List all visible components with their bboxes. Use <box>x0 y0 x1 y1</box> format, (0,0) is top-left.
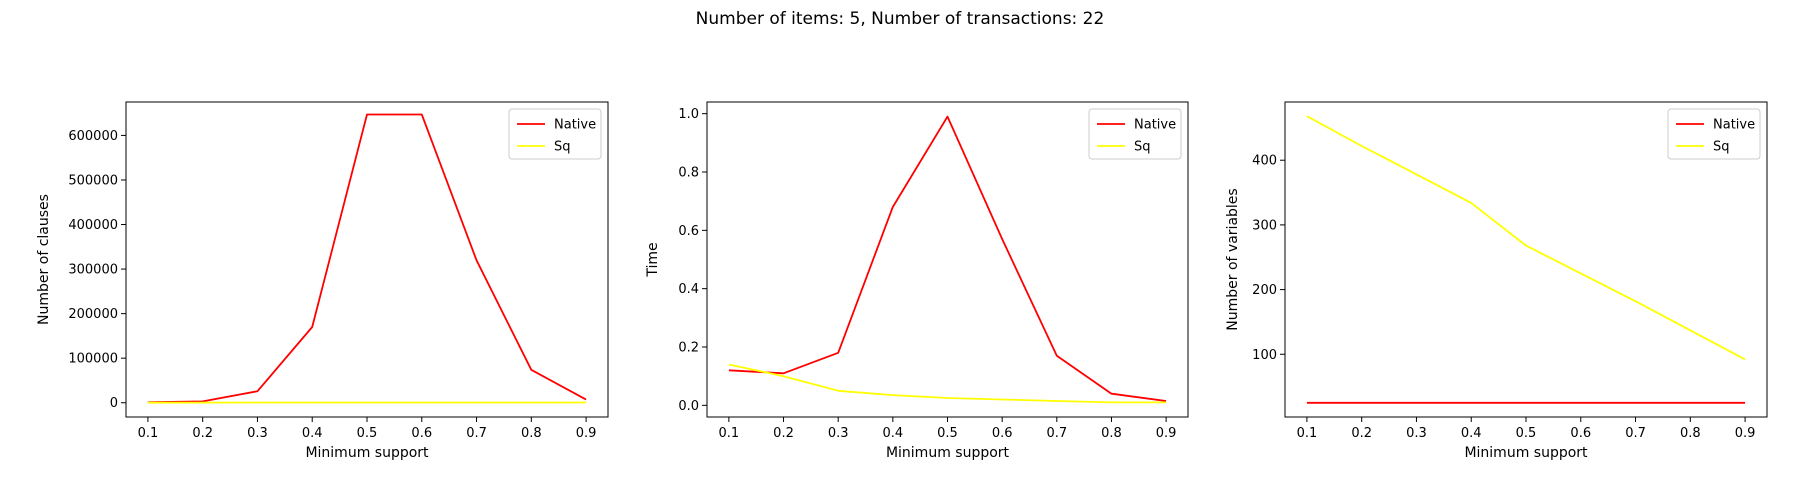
legend: Native Sq <box>1088 108 1182 160</box>
x-tick-label: 0.3 <box>247 426 268 441</box>
x-tick-label: 0.9 <box>1156 426 1177 441</box>
y-tick-label: 600000 <box>68 129 118 144</box>
x-tick-label: 0.4 <box>302 426 323 441</box>
x-tick-label: 0.4 <box>1461 426 1482 441</box>
y-tick-label: 300000 <box>68 263 118 278</box>
x-tick-label: 0.8 <box>1680 426 1701 441</box>
y-tick-label: 400000 <box>68 218 118 233</box>
legend: Native Sq <box>508 108 602 160</box>
chart-2: 0.1 0.2 0.3 0.4 0.5 0.6 0.7 0.8 0.9 0.0 0.2 0.4 0.6 0… <box>645 101 1189 461</box>
series-line-native <box>147 113 587 404</box>
x-tick-label: 0.5 <box>1516 426 1537 441</box>
x-axis-label: Minimum support <box>886 445 1010 461</box>
legend: Native Sq <box>1667 108 1761 160</box>
y-tick-label: 0.6 <box>678 224 699 239</box>
x-tick-label: 0.9 <box>1735 426 1756 441</box>
x-tick-label: 0.3 <box>828 426 849 441</box>
x-tick-label: 0.2 <box>773 426 794 441</box>
y-axis-label: Number of variables <box>1225 188 1241 330</box>
legend-label-sq: Sq <box>1134 140 1151 155</box>
chart-3: 0.1 0.2 0.3 0.4 0.5 0.6 0.7 0.8 0.9 100 200 300 400 M… <box>1225 101 1768 461</box>
y-axis-label: Time <box>645 242 661 277</box>
x-tick-label: 0.9 <box>576 426 597 441</box>
x-tick-label: 0.3 <box>1406 426 1427 441</box>
series-line-sq <box>1306 115 1746 361</box>
x-tick-label: 0.7 <box>466 426 487 441</box>
figure-title: Number of items: 5, Number of transactio… <box>696 9 1105 29</box>
x-tick-label: 0.7 <box>1625 426 1646 441</box>
y-tick-label: 300 <box>1252 218 1277 233</box>
series-line-sq <box>728 363 1167 404</box>
x-tick-label: 0.6 <box>411 426 432 441</box>
x-tick-label: 0.5 <box>937 426 958 441</box>
x-tick-label: 0.1 <box>138 426 159 441</box>
legend-label-native: Native <box>1134 118 1176 133</box>
x-tick-label: 0.6 <box>992 426 1013 441</box>
legend-label-native: Native <box>1713 118 1755 133</box>
y-tick-label: 200000 <box>68 307 118 322</box>
y-tick-label: 400 <box>1252 154 1277 169</box>
x-tick-label: 0.8 <box>1101 426 1122 441</box>
legend-label-sq: Sq <box>1713 140 1730 155</box>
series-line-native <box>728 115 1167 402</box>
legend-label-native: Native <box>554 118 596 133</box>
y-tick-label: 200 <box>1252 283 1277 298</box>
x-axis-label: Minimum support <box>1464 445 1588 461</box>
x-tick-label: 0.8 <box>521 426 542 441</box>
y-tick-label: 100000 <box>68 352 118 367</box>
y-tick-label: 1.0 <box>678 107 699 122</box>
x-tick-label: 0.6 <box>1570 426 1591 441</box>
y-tick-label: 0.0 <box>678 399 699 414</box>
x-tick-label: 0.7 <box>1046 426 1067 441</box>
y-axis-label: Number of clauses <box>36 194 52 325</box>
x-tick-label: 0.1 <box>719 426 740 441</box>
x-tick-label: 0.2 <box>1351 426 1372 441</box>
legend-label-sq: Sq <box>554 140 571 155</box>
x-tick-label: 0.4 <box>882 426 903 441</box>
y-tick-label: 500000 <box>68 173 118 188</box>
y-tick-label: 0.2 <box>678 341 699 356</box>
y-tick-label: 0 <box>110 396 118 411</box>
y-tick-label: 100 <box>1252 348 1277 363</box>
x-axis-label: Minimum support <box>305 445 429 461</box>
y-tick-label: 0.4 <box>678 282 699 297</box>
x-tick-label: 0.2 <box>192 426 213 441</box>
x-tick-label: 0.1 <box>1297 426 1318 441</box>
x-tick-label: 0.5 <box>357 426 378 441</box>
y-tick-label: 0.8 <box>678 166 699 181</box>
charts-root: 0.1 0.2 0.3 0.4 0.5 0.6 0.7 0.8 0.9 0 100000 200000… <box>36 101 1768 461</box>
chart-1: 0.1 0.2 0.3 0.4 0.5 0.6 0.7 0.8 0.9 0 100000 200000… <box>36 101 609 461</box>
